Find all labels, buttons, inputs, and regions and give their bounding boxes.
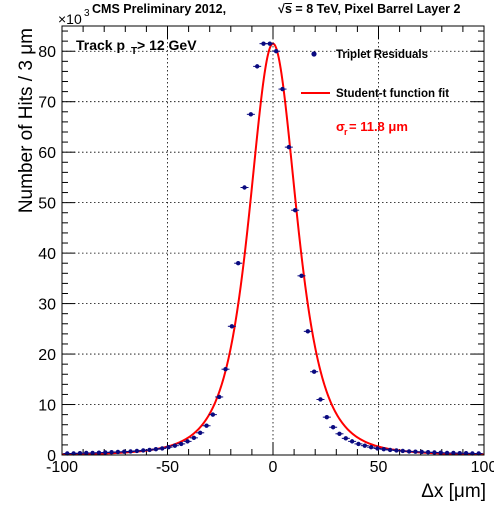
sigma-label-subscript: r [344, 127, 348, 137]
data-point [77, 451, 83, 456]
data-point [419, 449, 424, 455]
data-point [349, 439, 355, 444]
legend-points-marker [311, 51, 317, 57]
data-point [343, 436, 348, 441]
data-point [191, 435, 197, 441]
title-sqrt-symbol: √ [278, 2, 285, 16]
x-tick-label: 100 [471, 459, 494, 476]
data-point [128, 449, 133, 454]
data-point [166, 444, 171, 450]
data-point [235, 261, 241, 266]
data-point [356, 441, 361, 447]
x-tick-label: 50 [370, 459, 388, 476]
data-point [451, 450, 456, 456]
data-point [444, 450, 450, 456]
data-point [160, 446, 165, 451]
data-point [286, 144, 292, 150]
track-label-tail: > 12 GeV [137, 37, 197, 53]
x-tick-label: -50 [156, 459, 179, 476]
data-point [413, 449, 418, 454]
data-point [229, 324, 235, 329]
data-point [141, 448, 146, 453]
grid-lines [62, 26, 484, 455]
data-point [438, 450, 443, 455]
data-point [242, 185, 247, 190]
y-tick-label: 80 [38, 44, 56, 61]
y-tick-label: 10 [38, 398, 56, 415]
data-point [273, 49, 279, 54]
data-point [179, 441, 184, 447]
data-point [115, 449, 121, 455]
x-tick-label: -100 [46, 459, 78, 476]
data-point [406, 449, 412, 454]
y-tick-label: 20 [38, 347, 56, 364]
data-point [381, 446, 386, 452]
data-point [185, 439, 190, 444]
data-point [318, 397, 323, 402]
plot-frame [61, 25, 485, 456]
data-point [292, 208, 298, 213]
data-point [109, 450, 114, 455]
data-point [400, 448, 405, 454]
data-point [463, 451, 469, 456]
y-multiplier: ×10 [58, 11, 82, 27]
data-point [254, 64, 260, 69]
data-point [311, 369, 317, 374]
data-point [305, 329, 311, 334]
data-point [330, 425, 336, 430]
y-tick-label: 50 [38, 196, 56, 213]
track-label: Track p [76, 37, 125, 53]
chart-title-energy: s = 8 TeV, Pixel Barrel Layer 2 [285, 2, 461, 16]
data-point [153, 446, 159, 452]
y-tick-label: 60 [38, 145, 56, 162]
data-point [267, 41, 273, 46]
data-point [223, 367, 228, 372]
y-multiplier-exponent: 3 [84, 8, 90, 19]
tick-labels: -100 -50 0 50 100 0 10 20 30 40 50 60 70 80 [38, 44, 494, 476]
y-tick-label: 70 [38, 95, 56, 112]
data-point [324, 414, 330, 420]
data-point [368, 444, 374, 450]
data-point [299, 273, 304, 279]
data-point [425, 450, 431, 455]
data-point [122, 449, 127, 454]
track-label-subscript: T [131, 46, 137, 57]
track-annotation: Track p T > 12 GeV [76, 37, 197, 57]
data-point [457, 451, 462, 456]
data-point [90, 450, 95, 456]
data-point [337, 431, 342, 437]
data-point [432, 450, 437, 455]
data-point [375, 446, 380, 451]
y-tick-label: 40 [38, 246, 56, 263]
data-point [84, 450, 89, 456]
data-point [280, 86, 285, 92]
x-tick-label: 0 [269, 459, 278, 476]
sigma-label: σ [336, 119, 345, 134]
x-axis-title: Δx [μm] [421, 481, 486, 502]
data-point [210, 412, 216, 417]
data-point [198, 430, 203, 435]
data-point [261, 41, 266, 46]
data-point [172, 443, 178, 448]
y-tick-label: 0 [47, 448, 56, 465]
data-point [204, 423, 209, 428]
data-point [387, 447, 393, 453]
y-tick-label: 30 [38, 297, 56, 314]
data-point [134, 448, 140, 454]
data-point [394, 448, 399, 453]
data-point [147, 447, 152, 453]
data-point [103, 450, 108, 455]
data-points-layer [63, 41, 483, 456]
data-point [216, 394, 222, 400]
data-point [248, 112, 254, 117]
data-point [362, 443, 367, 448]
data-point [96, 450, 102, 455]
sigma-label-value: = 11.8 μm [349, 119, 408, 134]
chart-title: CMS Preliminary 2012, [92, 2, 226, 16]
legend-fit-label: Student-t function fit [336, 88, 449, 100]
y-axis-title: Number of Hits / 3 μm [16, 28, 37, 213]
legend: Triplet Residuals Student-t function fit… [301, 49, 449, 137]
legend-points-label: Triplet Residuals [336, 49, 428, 61]
